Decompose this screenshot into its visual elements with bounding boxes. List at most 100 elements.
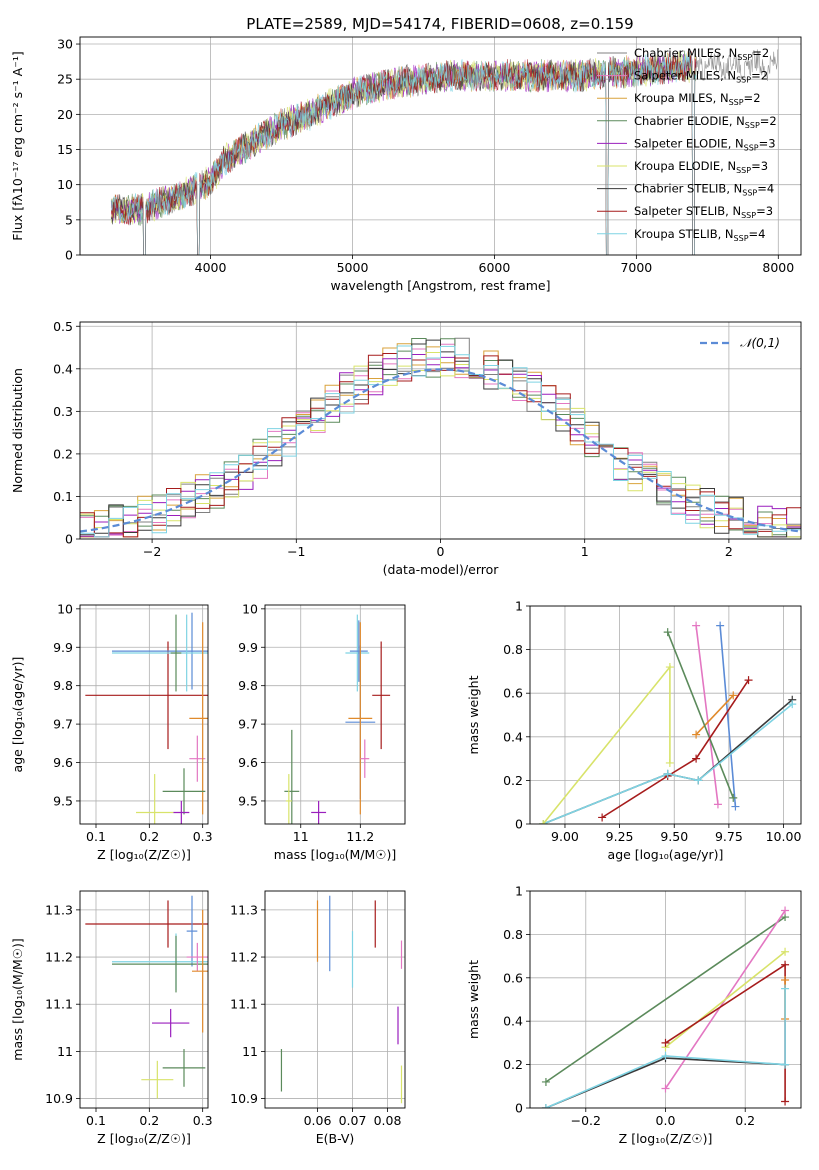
error-bar-point xyxy=(372,641,391,750)
series-marker xyxy=(694,776,703,785)
legend-model-name: Chabrier MILES xyxy=(634,46,721,60)
y-tick-label: 0.6 xyxy=(503,970,523,985)
weight-series-line xyxy=(539,695,797,824)
legend-entry: Chabrier STELIB, NSSP=4 xyxy=(634,182,774,198)
weight-series xyxy=(539,621,797,824)
series-marker xyxy=(781,1097,790,1106)
series-marker xyxy=(744,676,753,685)
legend-nssp-label: , N xyxy=(726,182,742,196)
error-bar-point xyxy=(186,942,208,972)
x-tick-label: 0.3 xyxy=(193,1113,213,1128)
series-marker xyxy=(665,758,674,767)
error-bar-point xyxy=(112,614,208,692)
legend-nssp-value: 4 xyxy=(767,182,774,196)
y-axis-label: Normed distribution xyxy=(10,368,25,493)
y-tick-label: 25 xyxy=(57,72,73,87)
error-bar-point xyxy=(284,729,300,824)
x-tick-label: 5000 xyxy=(337,260,369,275)
legend-nssp-value: 4 xyxy=(758,227,765,241)
x-tick-label: −1 xyxy=(287,544,305,559)
error-bar-point xyxy=(170,614,182,692)
grid-ebv-mass xyxy=(265,891,405,1108)
axes-frame xyxy=(79,604,209,825)
error-bar-point xyxy=(345,614,370,692)
series-marker xyxy=(665,663,674,672)
legend-entry: Salpeter MILES, NSSP=2 xyxy=(634,69,768,85)
legend-eq: = xyxy=(751,159,761,173)
series-path xyxy=(545,988,786,1108)
y-tick-label: 9.8 xyxy=(53,678,73,693)
x-tick-label: 10.00 xyxy=(766,829,802,844)
legend-model-name: Kroupa STELIB xyxy=(634,227,718,241)
error-bar-point xyxy=(85,900,208,948)
series-path xyxy=(695,625,719,805)
x-axis-label: Z [log₁₀(Z/Z☉)] xyxy=(619,1131,713,1146)
x-tick-label: 0.2 xyxy=(139,1113,159,1128)
spectrum-salpeter-stelib xyxy=(110,51,697,255)
y-axis-label: mass weight xyxy=(466,960,481,1039)
y-tick-label: 0 xyxy=(515,1101,523,1116)
series-marker xyxy=(541,1077,550,1086)
error-bar-point xyxy=(152,1008,190,1038)
x-tick-label: 0.2 xyxy=(139,829,159,844)
axes-frame xyxy=(79,321,802,540)
series-marker xyxy=(729,793,738,802)
x-tick-label: 0.1 xyxy=(86,829,106,844)
legend-eq: = xyxy=(757,182,767,196)
x-tick-label: 11 xyxy=(293,829,309,844)
legend-eq: = xyxy=(749,227,759,241)
error-bar-point xyxy=(186,895,198,967)
legend-model-name: Chabrier STELIB xyxy=(634,182,726,196)
x-tick-label: 0.2 xyxy=(735,1113,755,1128)
weight-series-line xyxy=(663,628,738,802)
series-path xyxy=(719,625,737,807)
legend-entry: Chabrier ELODIE, NSSP=2 xyxy=(634,114,777,130)
grid-age-weight xyxy=(530,606,801,824)
x-axis-label: mass [log₁₀(M/M☉)] xyxy=(274,847,396,862)
series-path xyxy=(601,679,750,819)
weight-series-line xyxy=(539,663,674,824)
error-bar-point xyxy=(285,774,292,824)
y-tick-label: 0.8 xyxy=(503,927,523,942)
x-tick-label: 0.06 xyxy=(304,1113,332,1128)
series-marker xyxy=(781,960,790,969)
legend-nssp-label: , N xyxy=(728,136,744,150)
legend-model-name: Kroupa MILES xyxy=(634,91,713,105)
x-tick-label: 4000 xyxy=(195,260,227,275)
x-tick-label: 2 xyxy=(725,544,733,559)
error-bar-point xyxy=(162,1049,206,1087)
legend-model-name: Salpeter MILES xyxy=(634,69,720,83)
error-bar-point xyxy=(162,768,206,815)
weight-series-line xyxy=(661,947,790,1052)
series-path xyxy=(666,631,734,799)
legend-nssp-sub: SSP xyxy=(744,143,759,152)
y-axis-label: Flux [fλ10⁻¹⁷ erg cm⁻² s⁻¹ A⁻¹] xyxy=(10,51,25,240)
x-tick-label: 0.1 xyxy=(86,1113,106,1128)
legend-nssp-label: , N xyxy=(721,46,737,60)
error-bars xyxy=(280,895,403,1104)
y-tick-label: 20 xyxy=(57,107,73,122)
y-tick-label: 10.9 xyxy=(230,1091,258,1106)
y-tick-label: 9.5 xyxy=(238,793,258,808)
legend-entry: Salpeter ELODIE, NSSP=3 xyxy=(634,136,776,152)
legend-nssp-sub: SSP xyxy=(736,166,751,175)
weight-series xyxy=(541,906,790,1108)
y-tick-label: 0.1 xyxy=(53,489,73,504)
series-marker xyxy=(781,984,790,993)
error-bar-point xyxy=(348,622,373,815)
y-tick-label: 10 xyxy=(57,601,73,616)
x-axis-label: (data-model)/error xyxy=(383,562,500,577)
x-axis-label: Z [log₁₀(Z/Z☉)] xyxy=(97,1131,191,1146)
y-tick-label: 15 xyxy=(57,142,73,157)
plot-area-spectrum xyxy=(80,37,801,255)
error-bar-point xyxy=(136,774,174,824)
spectrum-lines xyxy=(110,49,779,255)
error-bar-point xyxy=(112,935,208,993)
x-tick-label: −2 xyxy=(143,544,161,559)
axes-frame xyxy=(264,604,406,825)
y-tick-label: 10 xyxy=(242,601,258,616)
y-tick-label: 0 xyxy=(65,532,73,547)
axes-frame xyxy=(79,890,209,1109)
error-bar-point xyxy=(141,1060,174,1099)
